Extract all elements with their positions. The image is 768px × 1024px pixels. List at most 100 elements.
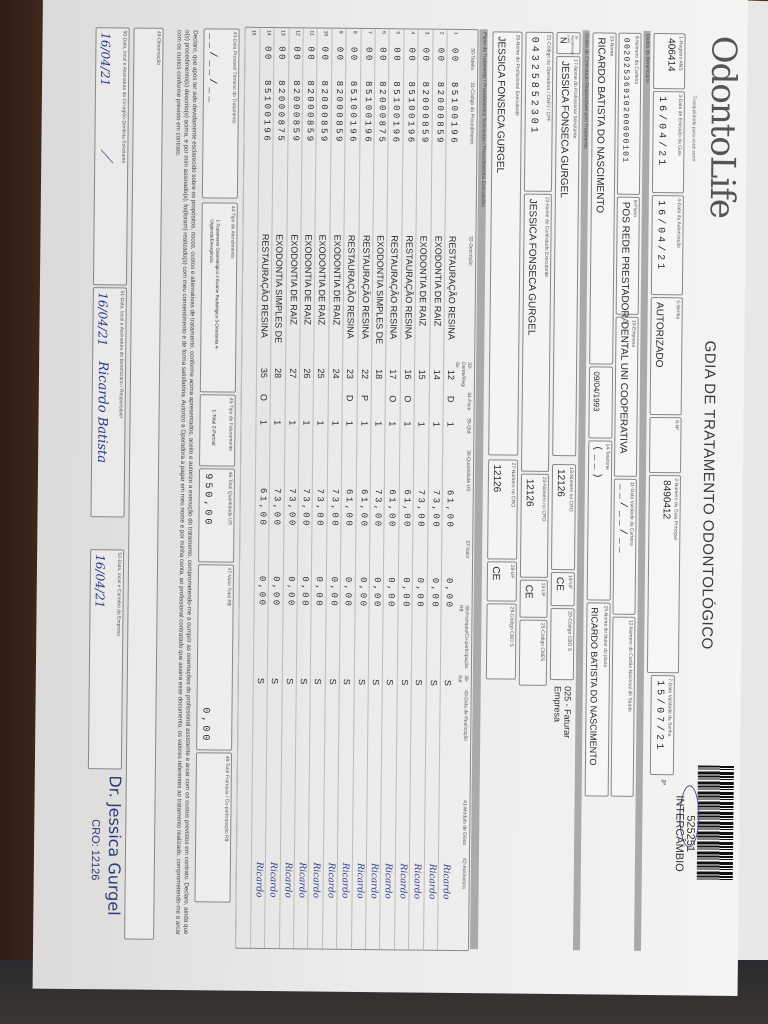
senha-field[interactable]: 5-Senha AUTORIZADO [649,296,683,416]
cell-dente[interactable]: 28 [273,368,284,379]
cell-aut[interactable]: S [356,678,367,686]
cell-codigo[interactable]: 82000859 [290,80,301,144]
signature-empresa-field[interactable]: 52-Data, local e Carimbo da Empresa 16/04… [87,549,125,770]
cell-tabela[interactable]: 00 [391,47,402,64]
empresa-field[interactable]: 10-Empresa DENTAL UNI COOPERATIVA [613,316,639,477]
cell-valor[interactable]: 0,00 [328,576,339,609]
cell-aut[interactable]: S [255,677,266,685]
cell-aut[interactable]: S [327,678,338,685]
cell-dente[interactable]: 23 [345,368,356,379]
tipo-faturamento-field[interactable]: 45-Tipo de Faturamento 1-Total 2-Parcial [199,394,236,467]
valor-total-field[interactable]: 47-Valor Total R$ 0,00 [196,564,235,751]
cell-valor[interactable]: 0,00 [357,576,368,609]
cell-dente[interactable]: 25 [316,368,327,379]
cell-us[interactable]: 61,00 [401,489,412,530]
cell-face[interactable]: O [388,395,399,403]
cell-us[interactable]: 61,00 [444,489,455,530]
uf-contratado-field[interactable]: 24-UF CE [519,579,548,618]
cell-qtd[interactable]: 1 [315,420,326,426]
cell-dente[interactable]: 16 [402,369,413,380]
cell-aut[interactable]: S [284,678,295,685]
cell-aut[interactable]: S [399,679,410,686]
cell-us[interactable]: 73,00 [300,488,311,528]
cell-tabela[interactable]: 00 [290,46,302,63]
data-emissao-field[interactable]: 3-Data de Emissão da Guia 16/04/21 [651,91,685,194]
cell-qtd[interactable]: 1 [416,421,427,427]
solicitante-field[interactable]: 17-Nome do Profissional Solicitante JESSI… [552,55,581,457]
cell-qtd[interactable]: 1 [402,421,413,427]
cell-codigo[interactable]: 85100196 [362,80,373,145]
cell-tabela[interactable]: 00 [334,46,345,63]
cell-valor[interactable]: 0,00 [342,576,354,609]
cell-valor[interactable]: 0,00 [256,575,267,608]
cro-solicitante-field[interactable]: 18-Número no CRO 12126 [550,463,577,571]
cell-aut[interactable]: S [428,679,439,686]
cell-qtd[interactable]: 1 [330,420,341,426]
cell-tabela[interactable]: 00 [262,45,273,62]
cell-face[interactable]: P [359,394,370,402]
total-franquia-field[interactable]: 48-Total Franquia / Co-participação R$ [194,752,233,903]
cell-valor[interactable]: 0,00 [429,577,440,610]
cell-tabela[interactable]: 00 [276,46,287,62]
termino-field[interactable]: 43-Data Provável Término do Tratamento __… [201,28,240,199]
nascimento-field[interactable]: 09/04/1993 [588,366,614,439]
cell-dente[interactable]: 12 [445,369,457,380]
cell-aut[interactable]: S [341,678,353,685]
contratado-field[interactable]: 22-Nome do Contratado Executante JESSICA … [521,193,552,472]
cell-aut[interactable]: S [298,678,309,685]
cell-aut[interactable]: S [413,679,425,686]
cell-tabela[interactable]: 00 [449,47,460,64]
cell-dente[interactable]: 22 [359,368,370,380]
cell-valor[interactable]: 0,00 [400,577,411,610]
cell-aut[interactable]: S [370,679,381,686]
cro-contratado-field[interactable]: 23-Número no CRO 12126 [519,473,549,578]
cell-us[interactable]: 73,00 [314,488,326,529]
cell-dente[interactable]: 35 [258,367,269,379]
cnes-field[interactable]: 25-Código CNES [518,619,548,686]
cell-valor[interactable]: 0,00 [270,576,282,608]
cbo-solicitante-field[interactable]: 20-Código CBO S [549,607,575,681]
cell-codigo[interactable]: 85100196 [405,81,416,145]
cell-qtd[interactable]: 1 [344,420,355,426]
cell-us[interactable]: 73,00 [271,488,283,528]
telefone-field[interactable]: 14-Telefone (__) [586,440,613,601]
cell-descricao[interactable]: EXODONTIA SIMPLES DE [273,234,285,344]
cell-tabela[interactable]: 00 [377,47,388,64]
cell-qtd[interactable]: 1 [359,420,370,427]
cell-codigo[interactable]: 82000859 [419,81,431,145]
carteira-field[interactable]: 8-Número da Carteira 00202536910200000101 [616,32,642,195]
codigo-operadora-field[interactable]: 21-Código na Operadora / CNPJ / CPF 04325… [523,31,554,192]
cell-descricao[interactable]: EXODONTIA DE RAIZ [417,235,429,327]
cell-qtd[interactable]: 1 [387,421,398,427]
cell-descricao[interactable]: RESTAURAÇÃO RESINA [446,235,458,340]
cell-dente[interactable]: 14 [431,369,442,380]
cell-valor[interactable]: 0,00 [443,577,454,610]
cell-face[interactable]: O [402,395,413,403]
cell-tabela[interactable]: 00 [305,46,316,63]
cell-tabela[interactable]: 00 [434,47,446,64]
cell-aut[interactable]: S [442,679,453,686]
cell-us[interactable]: 73,00 [372,489,383,529]
cell-descricao[interactable]: RESTAURAÇÃO RESINA [345,234,357,339]
data-autorizacao-field[interactable]: 4-Data da Autorização 16/04/21 [650,195,684,296]
cell-us[interactable]: 73,00 [415,489,427,530]
cns-field[interactable]: 12-Número do Cartão Nacional de Saúde [610,616,636,797]
cell-valor[interactable]: 0,00 [385,577,397,609]
cell-face[interactable]: D [445,395,456,403]
cell-face[interactable]: D [344,394,356,402]
registro-ans-field[interactable]: 1-Registro ANS 406414 [653,33,686,90]
cell-us[interactable]: 61,00 [343,488,355,529]
cell-descricao[interactable]: EXODONTIA SIMPLES DE [374,235,386,345]
validade-carteira-field[interactable]: 11-Data Validade da Carteira __/__/__ [612,478,637,615]
titular-field[interactable]: 15-Nome do titular do plano RICARDO BATIS… [584,602,611,797]
tipo-atendimento-field[interactable]: 44-Tipo de Atendimento 1-Tratamento Odont… [199,202,238,393]
cell-descricao[interactable]: RESTAURAÇÃO RESINA [403,235,415,340]
cell-valor[interactable]: 0,00 [299,576,310,609]
cell-codigo[interactable]: 82000859 [434,81,445,146]
executante-field[interactable]: 26-Nome do Profissional Executante JESSIC… [488,31,523,456]
cell-qtd[interactable]: 1 [287,420,298,426]
cell-aut[interactable]: S [385,679,396,686]
plano-field[interactable]: 9-Plano POS REDE PRESTADORA [615,196,640,324]
cell-qtd[interactable]: 1 [272,420,283,426]
cell-descricao[interactable]: RESTAURAÇÃO RESINA [359,234,372,339]
